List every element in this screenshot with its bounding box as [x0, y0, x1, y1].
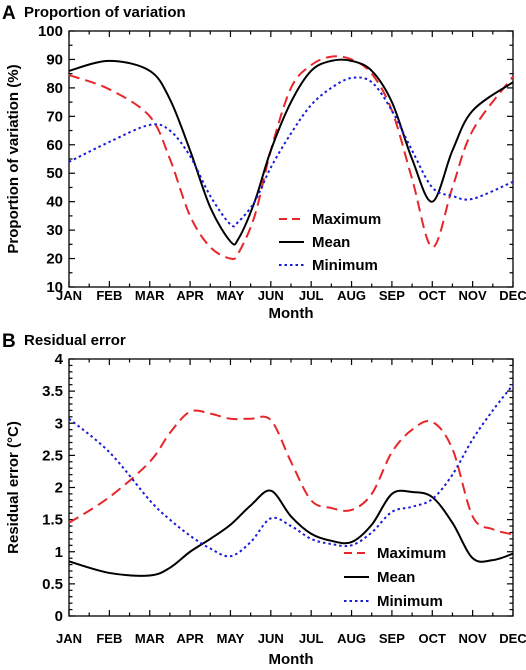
- series-line-maximum: [68, 55, 514, 261]
- y-tick-label: 3: [55, 415, 63, 432]
- y-tick-label: 40: [46, 194, 63, 211]
- y-tick-label: 4: [55, 351, 64, 368]
- x-tick-label-jul: JUL: [299, 631, 324, 646]
- chart-title: Proportion of variation: [24, 4, 186, 21]
- x-tick-label-jul: JUL: [299, 288, 324, 303]
- x-axis-label: Month: [269, 305, 314, 322]
- x-tick-label-oct: OCT: [419, 631, 447, 646]
- panel-a-proportion-of-variation: A Proportion of variation 10 20 30 40 50 60 70 80…: [2, 3, 526, 322]
- x-tick-label-nov: NOV: [459, 631, 488, 646]
- x-tick-label-feb: FEB: [96, 288, 122, 303]
- y-tick-label: 1: [55, 544, 63, 561]
- plot-frame: [68, 30, 514, 288]
- x-tick-label-mar: MAR: [135, 288, 165, 303]
- y-tick-label: 90: [46, 51, 63, 68]
- x-tick-label-sep: SEP: [379, 288, 405, 303]
- plot-frame: [68, 358, 514, 617]
- legend-label-mean: Mean: [377, 569, 415, 586]
- panel-b-residual-error: B Residual error 0 0.5 1 1.5 2 2.5 3 3.5 4 JAN FEB MA…: [2, 331, 526, 668]
- y-tick-label: 2.5: [42, 447, 63, 464]
- y-tick-label: 1.5: [42, 512, 63, 529]
- series-line-minimum: [68, 76, 514, 228]
- x-tick-label-dec: DEC: [499, 288, 526, 303]
- y-tick-label: 0.5: [42, 576, 63, 593]
- y-tick-label: 80: [46, 80, 63, 97]
- y-tick-label: 10: [46, 279, 63, 296]
- x-tick-label-sep: SEP: [379, 631, 405, 646]
- panel-letter: A: [2, 3, 16, 24]
- x-tick-label-nov: NOV: [459, 288, 488, 303]
- y-tick-label: 0: [55, 608, 63, 625]
- y-tick-label: 2: [55, 480, 63, 497]
- series-line-mean: [68, 58, 514, 246]
- legend-label-mean: Mean: [312, 234, 350, 251]
- series-line-maximum: [68, 409, 514, 536]
- panel-letter: B: [2, 331, 16, 352]
- x-tick-label-jun: JUN: [258, 288, 284, 303]
- series-line-mean: [68, 489, 514, 577]
- series-line-minimum: [68, 384, 514, 558]
- x-tick-label-dec: DEC: [499, 631, 526, 646]
- legend-label-maximum: Maximum: [377, 545, 446, 562]
- chart-title: Residual error: [24, 332, 126, 349]
- y-tick-label: 3.5: [42, 383, 63, 400]
- legend-label-minimum: Minimum: [312, 257, 378, 274]
- x-tick-label-feb: FEB: [96, 631, 122, 646]
- x-tick-label-apr: APR: [176, 631, 204, 646]
- x-tick-label-jan: JAN: [56, 288, 82, 303]
- y-tick-label: 50: [46, 165, 63, 182]
- x-tick-label-mar: MAR: [135, 631, 165, 646]
- legend-label-minimum: Minimum: [377, 593, 443, 610]
- y-tick-label: 60: [46, 137, 63, 154]
- y-tick-label: 100: [38, 23, 63, 40]
- y-tick-label: 20: [46, 251, 63, 268]
- x-tick-label-apr: APR: [176, 288, 204, 303]
- x-tick-label-aug: AUG: [337, 631, 366, 646]
- x-tick-label-may: MAY: [217, 631, 245, 646]
- y-tick-label: 70: [46, 108, 63, 125]
- x-tick-label-oct: OCT: [419, 288, 447, 303]
- x-tick-label-jun: JUN: [258, 631, 284, 646]
- y-tick-label: 30: [46, 222, 63, 239]
- x-tick-label-aug: AUG: [337, 288, 366, 303]
- y-axis-label: Residual error (°C): [5, 421, 22, 554]
- x-tick-label-may: MAY: [217, 288, 245, 303]
- legend-label-maximum: Maximum: [312, 211, 381, 228]
- x-tick-label-jan: JAN: [56, 631, 82, 646]
- x-axis-label: Month: [269, 651, 314, 668]
- y-axis-label: Proportion of variation (%): [5, 64, 22, 253]
